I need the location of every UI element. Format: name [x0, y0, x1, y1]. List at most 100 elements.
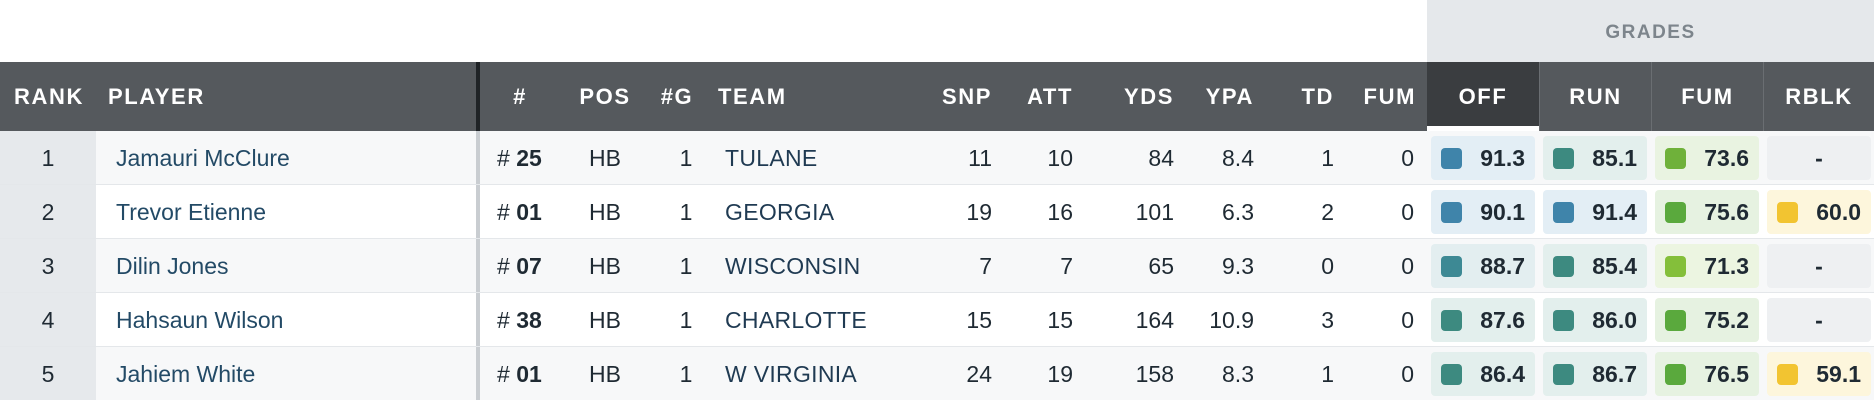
jersey-number: 01	[516, 360, 542, 387]
grade-run-cell: 86.7	[1543, 352, 1647, 396]
jersey-number: 01	[516, 198, 542, 225]
grade-value: 85.1	[1592, 144, 1637, 171]
fum-cell: 0	[1401, 144, 1414, 171]
td-cell: 3	[1321, 306, 1334, 333]
fum-cell: 0	[1401, 252, 1414, 279]
row-divider	[0, 238, 1874, 239]
jersey-cell: # 01	[497, 185, 542, 239]
grade-run-cell: 91.4	[1543, 190, 1647, 234]
column-header-pos[interactable]: POS	[579, 83, 631, 109]
rank-cell: 5	[41, 360, 55, 387]
games-cell: 1	[679, 198, 693, 225]
grade-value: -	[1815, 144, 1823, 171]
column-header-grade-off[interactable]: OFF	[1427, 62, 1539, 131]
column-header-snp[interactable]: SNP	[941, 83, 992, 109]
column-header-grade-fum[interactable]: FUM	[1681, 83, 1734, 109]
team-link[interactable]: GEORGIA	[725, 198, 835, 225]
column-header-rank[interactable]: RANK	[14, 83, 84, 109]
rank-cell: 2	[41, 198, 55, 225]
grade-color-swatch-icon	[1553, 363, 1574, 385]
ypa-cell: 10.9	[1209, 306, 1254, 333]
snp-cell: 7	[979, 252, 992, 279]
grade-run-cell: 85.4	[1543, 244, 1647, 288]
grade-value: 59.1	[1816, 360, 1861, 387]
column-header-yds[interactable]: YDS	[1123, 83, 1174, 109]
player-name-link[interactable]: Trevor Etienne	[116, 198, 266, 225]
grade-color-swatch-icon	[1665, 201, 1686, 223]
team-link[interactable]: TULANE	[725, 144, 818, 171]
yds-cell: 65	[1148, 252, 1174, 279]
grade-off-cell: 91.3	[1431, 136, 1535, 180]
jersey-prefix: #	[497, 198, 510, 225]
column-header-att[interactable]: ATT	[1027, 83, 1073, 109]
grade-off-cell: 88.7	[1431, 244, 1535, 288]
td-cell: 1	[1321, 360, 1334, 387]
column-header-team[interactable]: TEAM	[718, 83, 787, 109]
column-header-games[interactable]: #G	[660, 83, 694, 109]
grade-fum-cell: 75.2	[1655, 298, 1759, 342]
team-link[interactable]: CHARLOTTE	[725, 306, 867, 333]
rank-cell-bg	[0, 239, 96, 293]
column-header-player[interactable]: PLAYER	[108, 83, 205, 109]
rank-cell-bg	[0, 293, 96, 347]
jersey-cell: # 07	[497, 239, 542, 293]
yds-cell: 101	[1135, 198, 1174, 225]
jersey-prefix: #	[497, 252, 510, 279]
fum-cell: 0	[1401, 198, 1414, 225]
player-name-link[interactable]: Hahsaun Wilson	[116, 306, 284, 333]
grade-rblk-cell: 59.1	[1767, 352, 1871, 396]
grade-fum-cell: 71.3	[1655, 244, 1759, 288]
games-cell: 1	[679, 360, 693, 387]
column-header-jersey[interactable]: #	[513, 83, 527, 109]
grade-value: 86.4	[1480, 360, 1525, 387]
grades-group-header: GRADES	[1427, 0, 1874, 62]
ypa-cell: 8.4	[1222, 144, 1254, 171]
snp-cell: 19	[966, 198, 992, 225]
header-separator	[1763, 62, 1764, 131]
grade-color-swatch-icon	[1553, 255, 1574, 277]
jersey-prefix: #	[497, 306, 510, 333]
frozen-column-divider	[476, 293, 480, 347]
active-sort-underline	[1427, 126, 1539, 131]
grade-value: 87.6	[1480, 306, 1525, 333]
snp-cell: 11	[968, 144, 992, 171]
table-row[interactable]: 1 Jamauri McClure # 25 HB 1 TULANE 11 10…	[0, 131, 1874, 185]
jersey-cell: # 01	[497, 347, 542, 400]
table-row[interactable]: 4 Hahsaun Wilson # 38 HB 1 CHARLOTTE 15 …	[0, 293, 1874, 347]
header-separator	[1539, 62, 1540, 131]
grade-rblk-cell: -	[1767, 136, 1871, 180]
games-cell: 1	[679, 252, 693, 279]
player-name-link[interactable]: Jamauri McClure	[116, 144, 290, 171]
row-divider	[0, 184, 1874, 185]
ypa-cell: 8.3	[1222, 360, 1254, 387]
pos-cell: HB	[589, 144, 621, 171]
table-row[interactable]: 5 Jahiem White # 01 HB 1 W VIRGINIA 24 1…	[0, 347, 1874, 400]
column-header-td[interactable]: TD	[1301, 83, 1334, 109]
games-cell: 1	[679, 144, 693, 171]
table-row[interactable]: 2 Trevor Etienne # 01 HB 1 GEORGIA 19 16…	[0, 185, 1874, 239]
yds-cell: 164	[1135, 306, 1174, 333]
grade-value: 75.6	[1704, 198, 1749, 225]
grade-value: 73.6	[1704, 144, 1749, 171]
player-name-link[interactable]: Dilin Jones	[116, 252, 229, 279]
column-header-fum[interactable]: FUM	[1363, 83, 1416, 109]
player-name-link[interactable]: Jahiem White	[116, 360, 256, 387]
att-cell: 19	[1047, 360, 1073, 387]
column-header-ypa[interactable]: YPA	[1205, 83, 1254, 109]
grade-color-swatch-icon	[1441, 255, 1462, 277]
grade-color-swatch-icon	[1777, 201, 1798, 223]
column-header-grade-rblk[interactable]: RBLK	[1785, 83, 1853, 109]
grade-value: 91.3	[1480, 144, 1525, 171]
grade-run-cell: 85.1	[1543, 136, 1647, 180]
grade-color-swatch-icon	[1553, 309, 1574, 331]
grade-color-swatch-icon	[1441, 147, 1462, 169]
table-row[interactable]: 3 Dilin Jones # 07 HB 1 WISCONSIN 7 7 65…	[0, 239, 1874, 293]
grade-fum-cell: 76.5	[1655, 352, 1759, 396]
team-link[interactable]: WISCONSIN	[725, 252, 861, 279]
jersey-cell: # 25	[497, 131, 542, 185]
ypa-cell: 9.3	[1222, 252, 1254, 279]
frozen-column-divider	[476, 185, 480, 239]
pos-cell: HB	[589, 306, 621, 333]
team-link[interactable]: W VIRGINIA	[725, 360, 858, 387]
column-header-grade-run[interactable]: RUN	[1569, 83, 1622, 109]
